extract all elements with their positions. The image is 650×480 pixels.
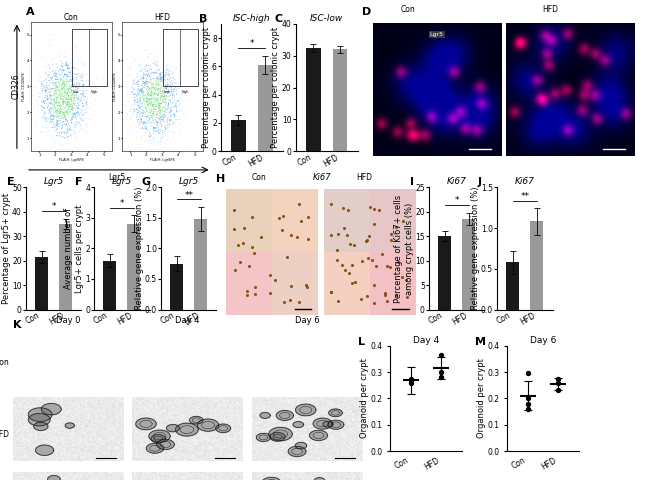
Bar bbox=[306, 48, 320, 151]
Title: ISC-low: ISC-low bbox=[310, 14, 343, 23]
Point bbox=[523, 395, 533, 402]
Y-axis label: Relative gene expression (%): Relative gene expression (%) bbox=[135, 187, 144, 310]
Point bbox=[436, 373, 446, 381]
Point bbox=[552, 375, 563, 383]
Y-axis label: Percentage per colonic crypt: Percentage per colonic crypt bbox=[202, 27, 211, 148]
Text: HFD: HFD bbox=[357, 173, 372, 182]
Y-axis label: Organoid per crypt: Organoid per crypt bbox=[360, 359, 369, 438]
Text: I: I bbox=[410, 178, 413, 187]
Title: Lgr5: Lgr5 bbox=[112, 178, 132, 186]
Bar bbox=[35, 257, 48, 310]
Text: Ki67: Ki67 bbox=[313, 173, 331, 182]
Point bbox=[406, 379, 416, 386]
Text: B: B bbox=[200, 14, 208, 24]
Text: HFD: HFD bbox=[542, 4, 558, 13]
Bar bbox=[438, 236, 451, 310]
Y-axis label: Average number of
Lgr5+ cells per crypt: Average number of Lgr5+ cells per crypt bbox=[64, 204, 84, 293]
Y-axis label: Percentage of Lgr5+ crypt: Percentage of Lgr5+ crypt bbox=[2, 193, 10, 304]
Title: Lgr5: Lgr5 bbox=[179, 178, 199, 186]
Bar bbox=[194, 219, 207, 310]
Y-axis label: Percentage per colonic crypt: Percentage per colonic crypt bbox=[272, 27, 280, 148]
Bar bbox=[258, 65, 273, 151]
Text: Day 4: Day 4 bbox=[176, 316, 200, 325]
Title: Day 4: Day 4 bbox=[413, 336, 439, 345]
Title: Ki67: Ki67 bbox=[515, 178, 535, 186]
Point bbox=[552, 379, 563, 386]
Text: Con: Con bbox=[252, 173, 266, 182]
Text: G: G bbox=[142, 178, 151, 187]
Point bbox=[436, 368, 446, 376]
Bar bbox=[127, 224, 140, 310]
Title: Lgr5: Lgr5 bbox=[44, 178, 64, 186]
Point bbox=[436, 351, 446, 359]
Y-axis label: Relative gene expression (%): Relative gene expression (%) bbox=[471, 187, 480, 310]
Title: Ki67: Ki67 bbox=[447, 178, 467, 186]
Bar bbox=[462, 219, 475, 310]
Bar bbox=[333, 49, 348, 151]
Point bbox=[552, 387, 563, 395]
Y-axis label: Percentage of Ki67+ cells
among crypt cells (%): Percentage of Ki67+ cells among crypt ce… bbox=[395, 194, 414, 302]
Text: CD326: CD326 bbox=[12, 73, 20, 99]
Bar bbox=[170, 264, 183, 310]
Bar bbox=[103, 261, 116, 310]
Bar bbox=[506, 262, 519, 310]
Point bbox=[523, 370, 533, 377]
Text: Lgr5: Lgr5 bbox=[109, 173, 125, 182]
Text: Con: Con bbox=[401, 4, 415, 13]
Title: ISC-high: ISC-high bbox=[233, 14, 270, 23]
Text: E: E bbox=[6, 178, 14, 187]
Text: F: F bbox=[75, 178, 83, 187]
Text: L: L bbox=[358, 337, 365, 347]
Text: C: C bbox=[274, 14, 282, 24]
Bar bbox=[231, 120, 246, 151]
Text: **: ** bbox=[521, 192, 529, 201]
Text: M: M bbox=[474, 337, 486, 347]
Point bbox=[406, 375, 416, 383]
Text: K: K bbox=[13, 320, 21, 330]
Text: *: * bbox=[120, 199, 124, 208]
Bar bbox=[59, 224, 72, 310]
Point bbox=[523, 405, 533, 413]
Title: Day 6: Day 6 bbox=[530, 336, 556, 345]
Text: Day 6: Day 6 bbox=[294, 316, 319, 325]
Text: H: H bbox=[216, 174, 226, 184]
Text: A: A bbox=[26, 7, 34, 17]
Y-axis label: Organoid per crypt: Organoid per crypt bbox=[477, 359, 486, 438]
Text: **: ** bbox=[185, 191, 193, 200]
Point bbox=[523, 400, 533, 408]
Text: HFD: HFD bbox=[0, 431, 10, 439]
Text: J: J bbox=[478, 178, 482, 187]
Bar bbox=[530, 221, 543, 310]
Text: *: * bbox=[454, 196, 459, 205]
Text: *: * bbox=[51, 203, 56, 211]
Text: D: D bbox=[362, 7, 371, 17]
Text: Day 0: Day 0 bbox=[56, 316, 81, 325]
Point bbox=[406, 376, 416, 384]
Text: Con: Con bbox=[0, 359, 10, 367]
Text: *: * bbox=[250, 39, 254, 48]
